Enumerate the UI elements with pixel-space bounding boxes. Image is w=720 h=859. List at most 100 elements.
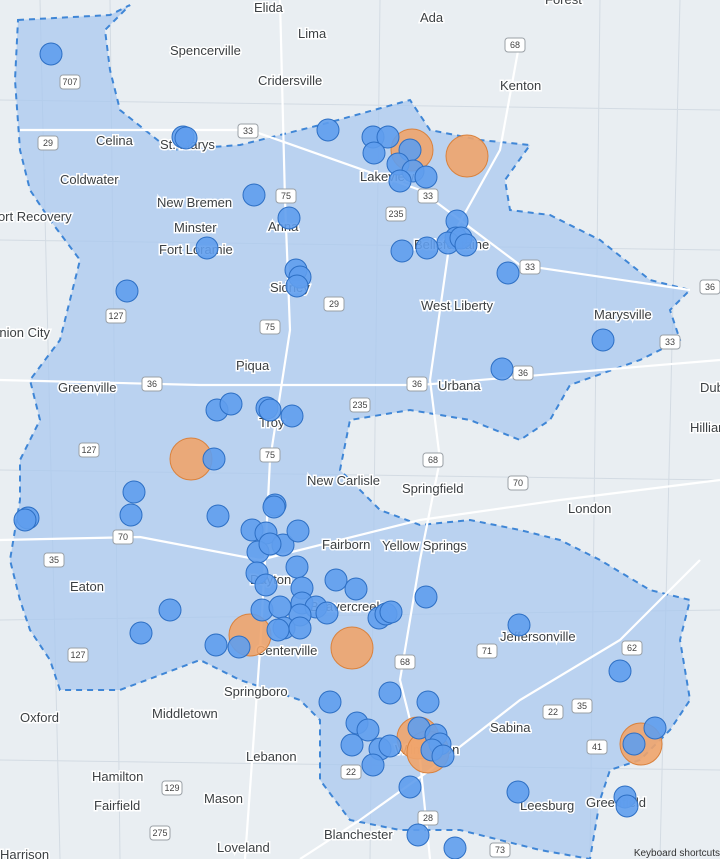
marker (195, 236, 219, 260)
marker (591, 328, 615, 352)
highway-line (299, 559, 701, 859)
highway-shield (385, 206, 407, 222)
place-label: Yellow Springs (382, 538, 467, 553)
highway-number: 127 (108, 311, 123, 321)
highway-shield (586, 739, 608, 755)
place-label: Loveland (217, 840, 270, 855)
highway-number: 275 (152, 828, 167, 838)
highway-shield (476, 643, 498, 659)
coverage-region (8, 4, 692, 859)
place-label: Spencerville (170, 43, 241, 58)
marker (361, 753, 385, 777)
marker (158, 598, 182, 622)
marker (362, 141, 386, 165)
marker (622, 732, 646, 756)
marker (122, 480, 146, 504)
highway-shield (149, 825, 171, 841)
markers (13, 42, 667, 859)
place-label: Piqua (236, 358, 270, 373)
marker (340, 733, 364, 757)
highway-shield (621, 640, 643, 656)
highway-shields: 707 68 33 29 75 33 235 33 127 29 75 36 36 36 235 33 36 12… (37, 37, 720, 858)
highway-shield (349, 397, 371, 413)
place-label: West Liberty (421, 298, 494, 313)
marker (454, 233, 478, 257)
highway-shield (512, 365, 534, 381)
place-label: New Carlisle (307, 473, 380, 488)
marker (268, 595, 292, 619)
highway-shield (259, 447, 281, 463)
highway-number: 71 (482, 646, 492, 656)
marker (378, 734, 402, 758)
marker (379, 600, 403, 624)
marker (378, 681, 402, 705)
marker-large (330, 626, 374, 670)
place-label: Hamilton (92, 769, 143, 784)
marker (344, 577, 368, 601)
marker (204, 633, 228, 657)
highway-number: 22 (346, 767, 356, 777)
highway-number: 33 (243, 126, 253, 136)
highway-number: 68 (400, 657, 410, 667)
highway-number: 28 (423, 813, 433, 823)
place-label: Middletown (152, 706, 218, 721)
place-label: Eaton (70, 579, 104, 594)
place-label: Kenton (500, 78, 541, 93)
marker (119, 503, 143, 527)
marker (242, 183, 266, 207)
marker (129, 621, 153, 645)
marker-large (445, 134, 489, 178)
marker (398, 775, 422, 799)
place-label: Lebanon (246, 749, 297, 764)
marker (39, 42, 63, 66)
highway-shield (417, 188, 439, 204)
highway-shield (406, 376, 428, 392)
place-label: Cridersville (258, 73, 322, 88)
highway-shield (37, 135, 59, 151)
highway-shield (422, 452, 444, 468)
highway-shield (659, 334, 681, 350)
marker (356, 718, 380, 742)
place-label: Ada (420, 10, 444, 25)
marker (324, 568, 348, 592)
marker (206, 504, 230, 528)
marker (280, 404, 304, 428)
place-label: Dublin (700, 380, 720, 395)
highway-shield (542, 704, 564, 720)
marker (318, 690, 342, 714)
marker (174, 126, 198, 150)
place-label: Mason (204, 791, 243, 806)
highway-shield (519, 259, 541, 275)
place-label: Elida (254, 0, 284, 15)
marker (415, 236, 439, 260)
highway-shield (323, 296, 345, 312)
highway-number: 36 (147, 379, 157, 389)
marker (390, 239, 414, 263)
marker (608, 659, 632, 683)
highway-number: 75 (265, 450, 275, 460)
highway-shield (340, 764, 362, 780)
marker (414, 165, 438, 189)
marker (285, 555, 309, 579)
marker (406, 823, 430, 847)
highway-shield (571, 698, 593, 714)
place-label: Urbana (438, 378, 481, 393)
place-label: Fairborn (322, 537, 370, 552)
highway-shield (699, 279, 720, 295)
place-label: Harrison (0, 847, 49, 859)
place-label: New Bremen (157, 195, 232, 210)
place-label: Sabina (490, 720, 531, 735)
highway-number: 127 (70, 650, 85, 660)
keyboard-shortcuts[interactable]: Keyboard shortcuts (634, 848, 720, 859)
marker (414, 585, 438, 609)
highway-shield (275, 188, 297, 204)
highway-number: 127 (81, 445, 96, 455)
highway-shield (43, 552, 65, 568)
marker (258, 532, 282, 556)
marker (443, 836, 467, 859)
place-label: Hilliard (690, 420, 720, 435)
highway-shield (112, 529, 134, 545)
marker (202, 447, 226, 471)
highway-number: 68 (428, 455, 438, 465)
